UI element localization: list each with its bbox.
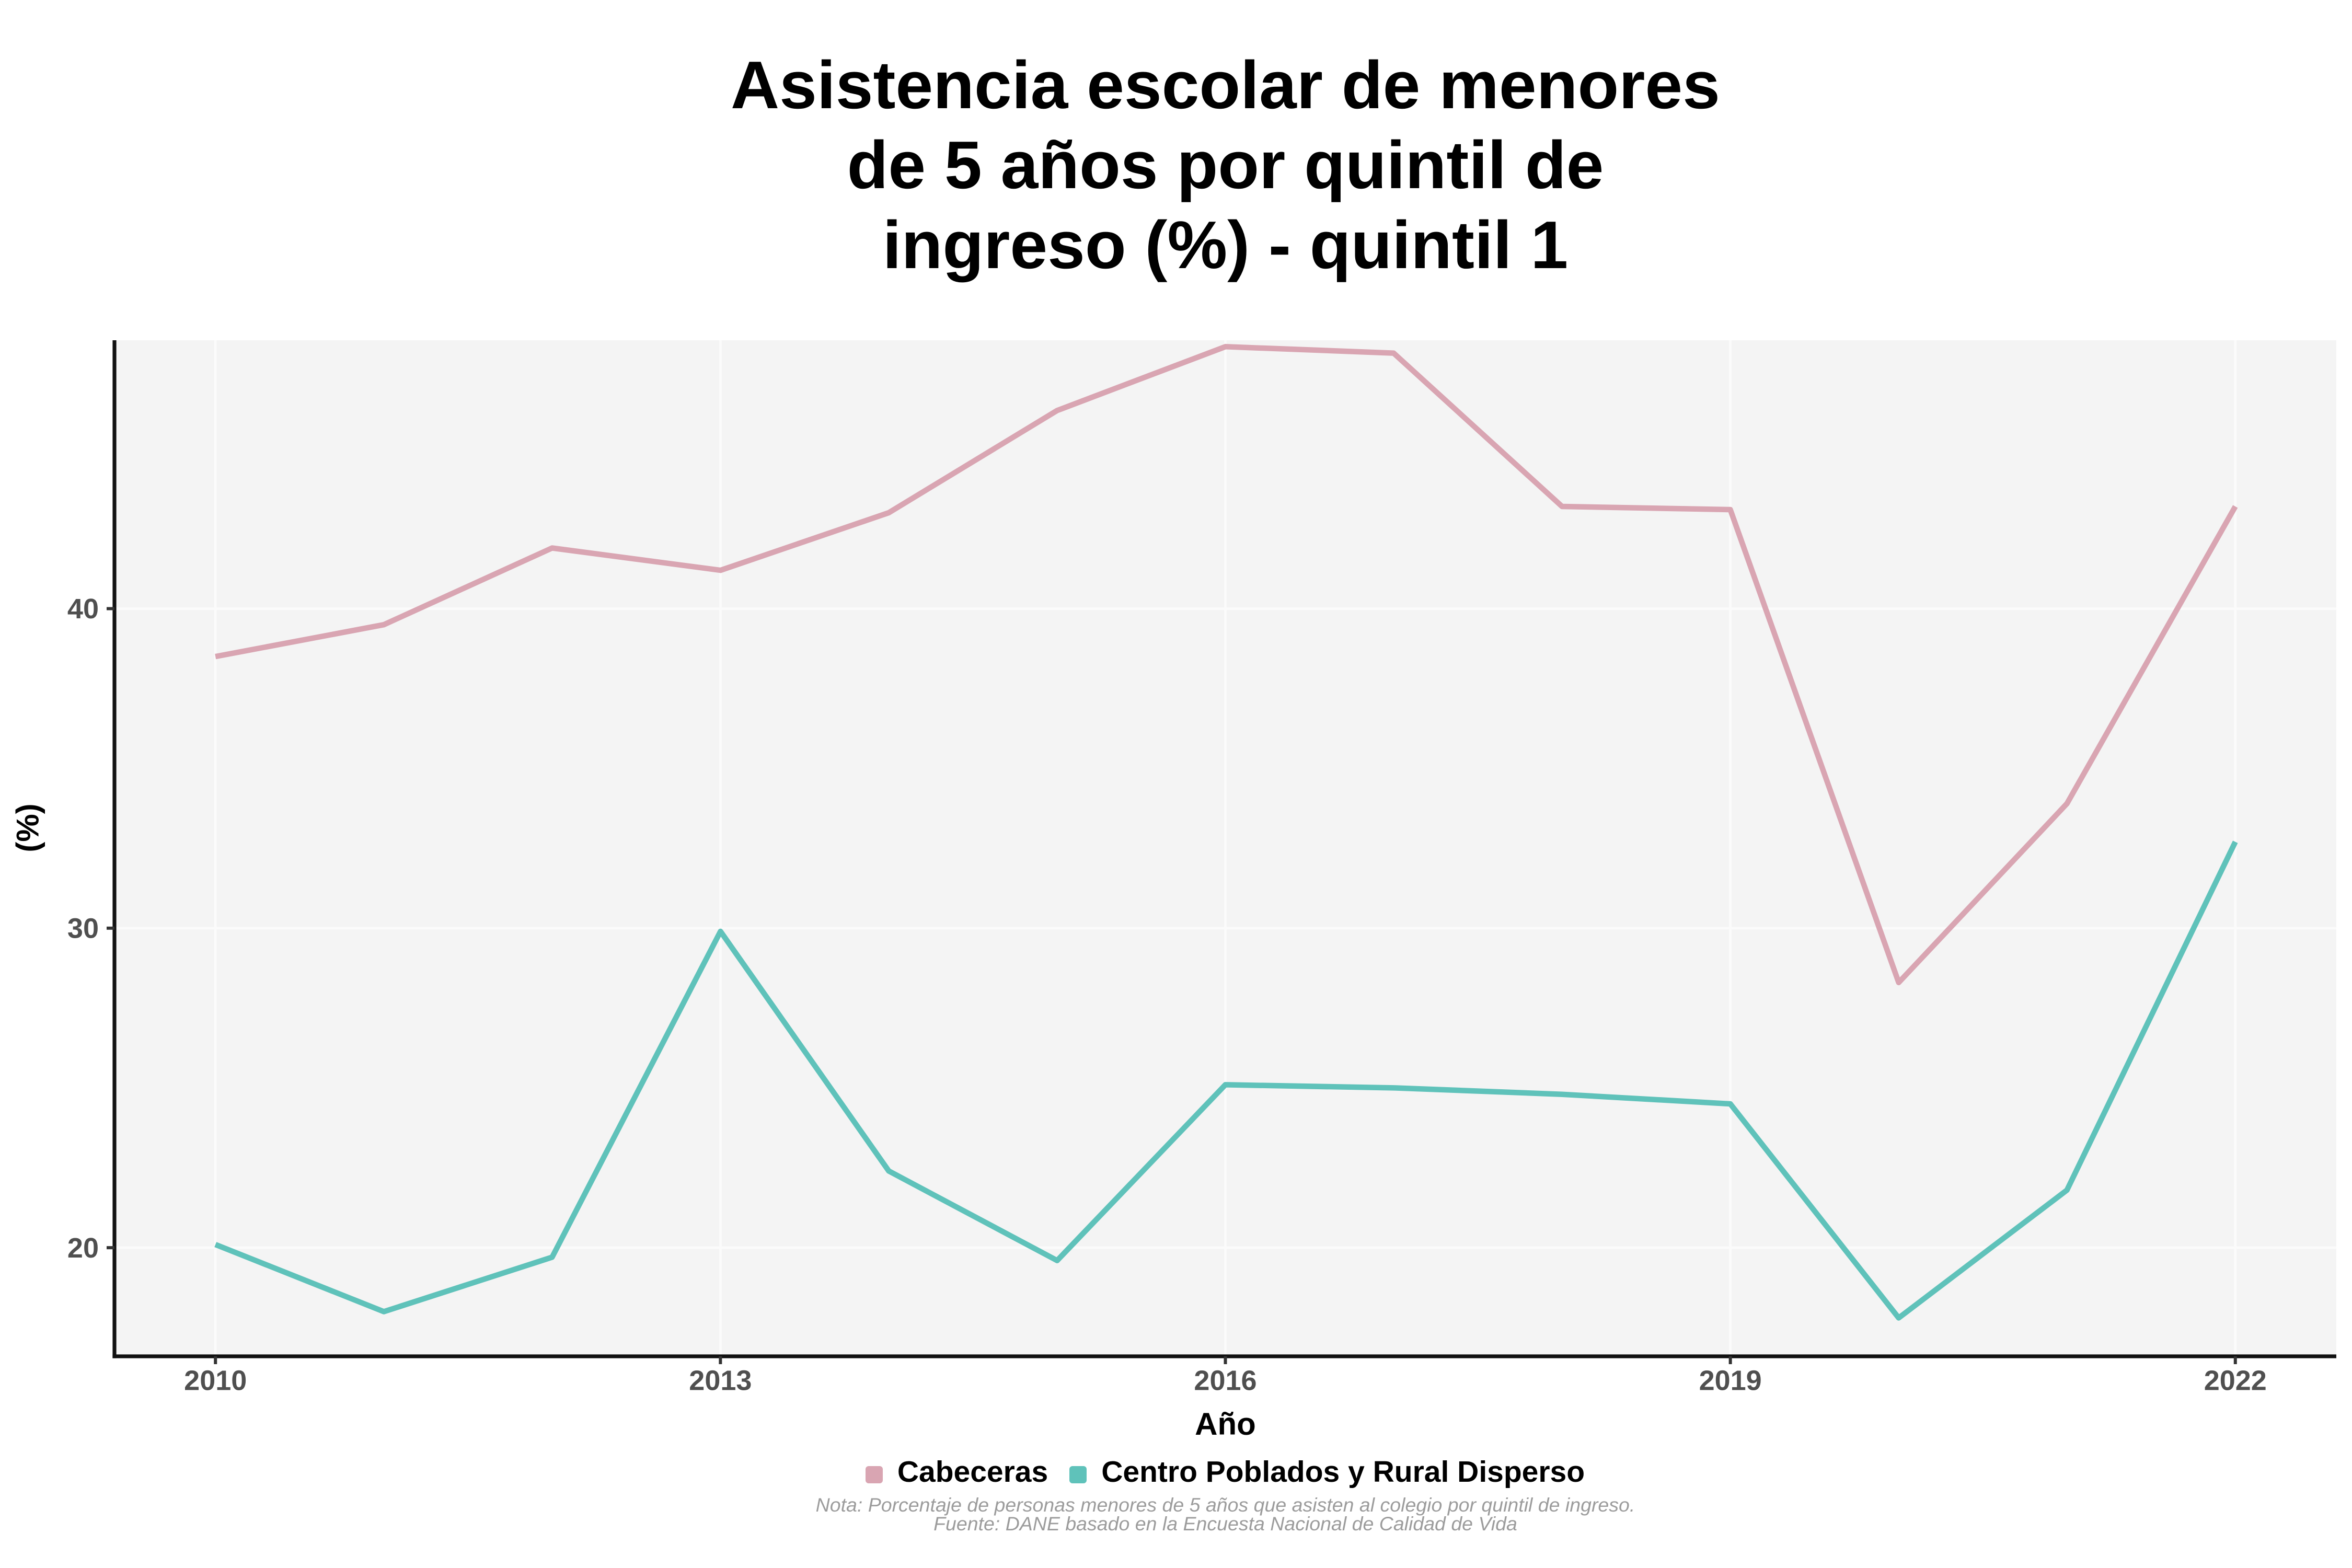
chart-title-line-1: Asistencia escolar de menores: [731, 49, 1720, 124]
chart-title-line-3: ingreso (%) - quintil 1: [882, 209, 1569, 284]
legend-entry-cabeceras: Cabeceras: [866, 1457, 1048, 1491]
chart-title: Asistencia escolar de menores de 5 años …: [114, 47, 2336, 287]
y-axis-title: (%): [11, 803, 47, 852]
legend: Cabeceras Centro Poblados y Rural Disper…: [114, 1457, 2336, 1491]
y-tick-label: 40: [67, 593, 99, 625]
y-tick-label: 30: [67, 913, 99, 944]
chart-title-line-2: de 5 años por quintil de: [847, 129, 1604, 204]
x-tick-label: 2022: [2204, 1365, 2267, 1397]
legend-key-cabeceras-icon: [866, 1465, 883, 1483]
x-tick-label: 2010: [184, 1365, 247, 1397]
caption-note: Nota: Porcentaje de personas menores de …: [815, 1494, 1635, 1516]
legend-label-cabeceras: Cabeceras: [897, 1457, 1048, 1490]
x-tick-label: 2016: [1194, 1365, 1256, 1397]
series-line-rural: [214, 840, 2238, 1321]
caption: Nota: Porcentaje de personas menores de …: [114, 1494, 2336, 1536]
legend-key-rural-icon: [1070, 1465, 1088, 1483]
x-tick-label: 2019: [1699, 1365, 1762, 1397]
x-axis-title: Año: [1195, 1408, 1256, 1443]
caption-source: Fuente: DANE basado en la Encuesta Nacio…: [933, 1514, 1517, 1536]
legend-label-rural: Centro Poblados y Rural Disperso: [1101, 1457, 1585, 1490]
legend-entry-rural: Centro Poblados y Rural Disperso: [1070, 1457, 1585, 1491]
y-tick-label: 20: [67, 1232, 99, 1264]
x-tick-label: 2013: [689, 1365, 752, 1397]
series-line-cabeceras: [215, 344, 2238, 986]
